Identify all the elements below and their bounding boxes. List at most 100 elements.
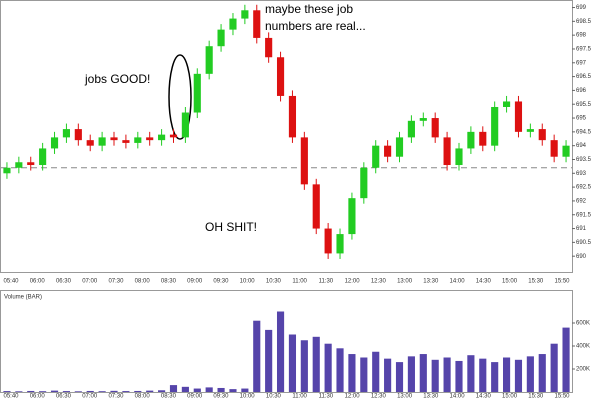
candle-body: [169, 134, 178, 138]
y-tick-label: 600K: [576, 321, 590, 327]
y-tick-label: 691.5: [576, 212, 592, 218]
x-tick-label: 11:30: [319, 394, 334, 400]
volume-bar: [181, 386, 189, 392]
x-tick-label: 14:30: [476, 279, 492, 285]
x-tick-label: 07:00: [82, 394, 98, 400]
candle-body: [300, 137, 308, 185]
volume-bar: [503, 357, 511, 392]
candle-body: [384, 145, 392, 157]
candle-body: [253, 10, 261, 38]
x-tick-label: 11:00: [292, 394, 307, 400]
x-tick-label: 12:30: [371, 279, 387, 285]
y-tick-label: 692: [576, 199, 587, 205]
volume-bar: [514, 359, 523, 392]
volume-bar: [134, 390, 142, 392]
volume-bar: [122, 391, 130, 392]
volume-bar: [467, 355, 475, 392]
candle-body: [205, 46, 213, 74]
y-tick-label: 693.5: [576, 157, 592, 163]
highlight-ellipse: [168, 54, 192, 140]
candle-body: [526, 129, 534, 132]
candle-body: [348, 198, 356, 235]
x-tick-label: 11:00: [292, 279, 307, 285]
x-tick-label: 07:30: [108, 279, 124, 285]
volume-bar: [288, 334, 297, 392]
candle-body: [86, 140, 94, 146]
x-tick-label: 11:30: [319, 279, 334, 285]
x-tick-label: 15:00: [502, 394, 518, 400]
volume-bar: [407, 356, 415, 392]
x-tick-label: 12:00: [345, 394, 361, 400]
volume-bar: [348, 354, 356, 392]
volume-bar: [431, 359, 439, 392]
candle-body: [372, 145, 380, 168]
x-tick-label: 14:30: [476, 394, 492, 400]
x-tick-label: 06:30: [56, 394, 72, 400]
x-tick-label: 06:30: [56, 279, 72, 285]
volume-bar: [253, 320, 261, 392]
volume-bar: [491, 362, 499, 392]
x-tick-label: 15:30: [528, 279, 544, 285]
price-panel: [0, 0, 573, 273]
volume-bar: [110, 390, 118, 392]
volume-bar: [74, 391, 82, 392]
x-tick-label: 08:30: [161, 279, 177, 285]
y-tick-label: 694: [576, 143, 587, 149]
x-tick-label: 08:00: [135, 279, 151, 285]
candle-body: [15, 162, 23, 168]
x-tick-label: 15:30: [528, 394, 544, 400]
y-tick-label: 696.5: [576, 74, 592, 80]
y-tick-label: 698: [576, 33, 587, 39]
candle-body: [74, 129, 82, 141]
volume-bar: [27, 390, 35, 392]
x-tick-label: 05:40: [3, 279, 19, 285]
x-tick-label: 10:00: [240, 279, 256, 285]
candle-body: [229, 18, 237, 30]
volume-bar: [241, 388, 249, 392]
candle-body: [241, 10, 249, 19]
candle-body: [455, 148, 463, 166]
x-tick-label: 13:00: [397, 279, 413, 285]
x-tick-label: 15:00: [502, 279, 518, 285]
volume-bar: [50, 390, 59, 392]
annotation: jobs GOOD!: [84, 72, 150, 86]
candle-body: [407, 120, 415, 138]
x-tick-label: 13:30: [423, 279, 439, 285]
volume-bar: [39, 391, 47, 392]
candle-body: [550, 140, 558, 157]
candle-body: [276, 57, 285, 96]
volume-bar: [158, 390, 166, 392]
volume-bar: [384, 358, 392, 392]
x-tick-label: 08:00: [135, 394, 151, 400]
candle-body: [158, 134, 166, 141]
volume-bar: [455, 360, 463, 392]
volume-bar: [146, 390, 154, 392]
x-tick-label: 10:30: [266, 279, 282, 285]
volume-bar: [479, 358, 487, 392]
candle-body: [467, 131, 475, 149]
candle-body: [503, 101, 511, 107]
x-tick-label: 15:50: [554, 279, 570, 285]
y-tick-label: 697: [576, 60, 587, 66]
x-tick-label: 06:00: [30, 394, 46, 400]
annotation: OH SHIT!: [205, 220, 257, 234]
x-tick-label: 10:30: [266, 394, 282, 400]
x-tick-label: 12:00: [345, 279, 361, 285]
x-tick-label: 08:30: [161, 394, 177, 400]
y-tick-label: 693: [576, 171, 587, 177]
candle-body: [3, 167, 11, 174]
x-tick-label: 09:00: [187, 394, 203, 400]
candle-body: [443, 137, 451, 166]
volume-bar: [324, 343, 332, 392]
volume-bar: [419, 354, 427, 392]
volume-bar: [395, 362, 404, 392]
candle-body: [419, 118, 427, 121]
candle-body: [146, 137, 154, 141]
candle-body: [538, 129, 546, 141]
volume-bar: [336, 348, 344, 392]
volume-bar: [86, 390, 94, 392]
x-tick-label: 15:50: [554, 394, 570, 400]
x-tick-label: 12:30: [371, 394, 387, 400]
volume-bar: [193, 388, 201, 392]
